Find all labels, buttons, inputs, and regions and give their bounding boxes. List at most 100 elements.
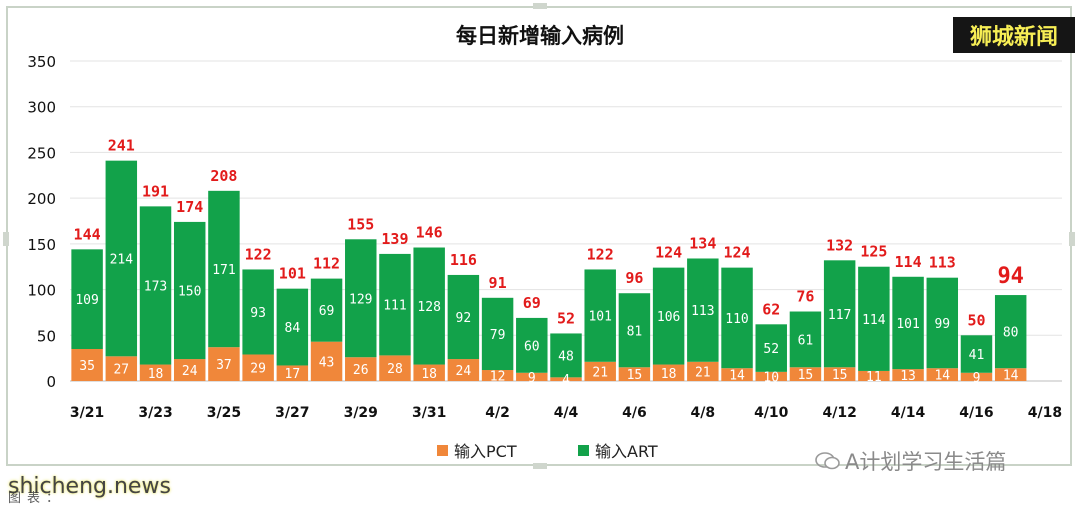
bar-segment-pct [173,359,206,381]
bar-segment-art [413,247,445,365]
bar-segment-art [618,293,651,368]
x-tick-label: 3/27 [275,405,309,421]
bar-segment-pct [721,368,753,381]
legend-swatch-pct [437,444,448,456]
resize-handle-left[interactable] [3,232,9,246]
resize-handle-top[interactable] [533,3,547,9]
bar-segment-art [960,335,993,373]
data-label-art: 101 [588,310,611,325]
data-label-total: 134 [689,234,716,252]
bar-segment-art [550,333,582,378]
data-label-art: 173 [144,279,167,294]
x-tick-label: 4/2 [485,405,510,421]
bar-segment-art [892,276,924,370]
bar-segment-art [447,274,480,360]
bar-segment-pct [789,367,822,381]
data-label-art: 101 [896,317,919,332]
data-label-total: 125 [860,243,887,261]
x-tick-label: 4/16 [959,405,993,421]
watermark-text: A计划学习生活篇 [845,450,1007,474]
data-label-total: 132 [826,236,853,254]
y-tick-label: 200 [27,190,56,208]
bar-segment-art [242,269,274,355]
bar-segment-pct [858,370,890,381]
bar-segment-art [652,267,685,365]
data-label-pct: 37 [216,358,232,373]
bar-segment-art [516,317,548,373]
legend-label-pct: 输入PCT [454,442,517,461]
data-label-total: 208 [210,167,237,185]
data-label-art: 92 [456,311,472,326]
data-label-pct: 43 [319,355,335,370]
data-label-total: 146 [416,224,443,242]
bar-segment-art [789,311,822,368]
data-label-pct: 9 [528,371,536,386]
bar-segment-pct [71,349,103,381]
data-label-total: 112 [313,255,340,273]
bar-segment-art [71,249,103,349]
bar-segment-art [105,160,138,357]
bar-segment-pct [105,356,138,381]
data-label-pct: 4 [562,373,570,388]
data-label-pct: 28 [387,362,403,377]
data-label-art: 150 [178,284,201,299]
chart-legend: 输入PCT 输入ART [0,438,1080,462]
data-label-pct: 14 [729,369,745,384]
data-label-pct: 15 [832,368,848,383]
data-label-total: 122 [245,245,272,263]
bar-segment-art [823,260,856,368]
data-label-total: 76 [796,288,814,306]
data-label-pct: 18 [661,367,677,382]
bar-segment-pct [208,347,240,381]
data-label-pct: 12 [490,370,506,385]
data-label-art: 52 [763,342,779,357]
bar-segment-pct [139,364,172,381]
legend-item-pct: 输入PCT [437,438,517,462]
data-label-art: 114 [862,313,886,328]
bar-segment-art [345,239,377,358]
bar-segment-pct [413,364,445,381]
legend-label-art: 输入ART [595,442,658,461]
data-label-art: 79 [490,328,506,343]
data-label-total: 174 [176,198,203,216]
x-tick-label: 3/21 [70,405,104,421]
data-label-total: 91 [489,274,507,292]
x-tick-label: 4/14 [891,405,926,421]
bar-segment-pct [652,364,685,381]
data-label-total: 52 [557,309,575,327]
data-label-art: 171 [212,263,235,278]
data-label-art: 128 [417,300,440,315]
x-tick-label: 3/31 [412,405,446,421]
x-tick-label: 3/25 [207,405,241,421]
data-label-pct: 29 [250,362,266,377]
data-label-art: 110 [725,312,748,327]
bar-segment-art [755,324,787,372]
data-label-pct: 35 [79,359,95,374]
resize-handle-right[interactable] [1069,232,1075,246]
data-label-total: 155 [347,215,374,233]
data-label-total: 241 [108,137,135,155]
data-label-total: 69 [523,294,541,312]
data-label-pct: 18 [148,367,164,382]
x-tick-label: 4/12 [822,405,856,421]
caption-label: 图表： [8,491,66,506]
watermark: A计划学习生活篇 [815,446,1006,476]
data-label-art: 113 [691,304,714,319]
bar-segment-pct [687,361,719,381]
data-label-pct: 14 [1003,369,1019,384]
resize-handle-bottom[interactable] [533,463,547,469]
source-site: shicheng.news [8,474,171,499]
bar-segment-art [858,266,890,371]
data-label-total: 62 [762,300,780,318]
data-label-pct: 10 [763,370,779,385]
y-tick-label: 350 [27,53,56,71]
data-label-total: 191 [142,182,169,200]
bar-segment-pct [994,368,1027,381]
y-tick-label: 150 [27,236,56,254]
bar-segment-art [687,258,719,362]
data-label-total: 116 [450,251,477,269]
data-label-art: 48 [558,349,574,364]
data-label-total: 96 [625,269,643,287]
x-tick-label: 3/29 [344,405,378,421]
